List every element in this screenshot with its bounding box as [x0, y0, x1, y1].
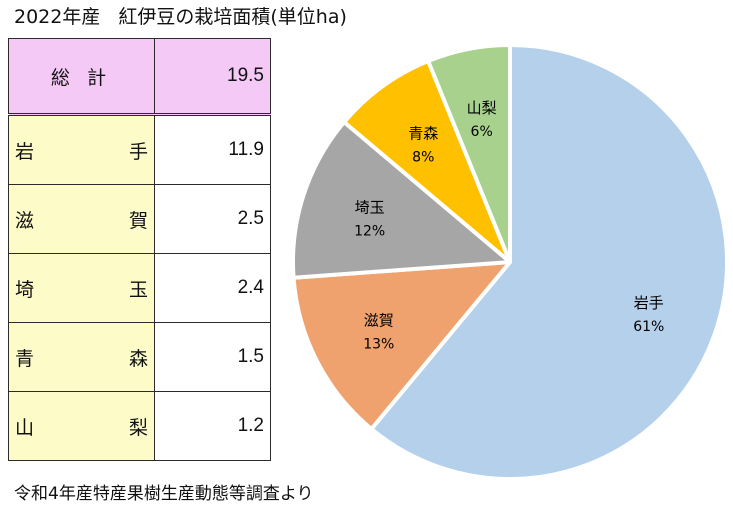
table-row: 岩 手 11.9	[8, 113, 271, 185]
title-year: 2022年産	[14, 6, 101, 28]
pref-value: 2.5	[154, 184, 271, 254]
pref-char: 玉	[128, 279, 148, 301]
slice-percent: 12%	[354, 223, 385, 239]
pref-char: 手	[128, 141, 148, 163]
pref-value: 2.4	[154, 253, 271, 323]
table-row: 埼 玉 2.4	[8, 253, 271, 323]
pref-char: 滋	[15, 210, 35, 232]
pref-char: 山	[15, 417, 35, 439]
slice-label: 岩手	[634, 294, 664, 312]
table-row-total: 総 計 19.5	[8, 38, 271, 115]
slice-label: 滋賀	[364, 312, 394, 330]
pie-slice-1	[369, 43, 729, 481]
slice-percent: 6%	[471, 124, 493, 140]
pref-value: 11.9	[154, 113, 271, 185]
pie-slice-4	[342, 59, 512, 264]
area-table: 総 計 19.5 岩手 11.9 滋賀 2.5 埼玉 2.4 青森 1.5 山梨…	[8, 38, 271, 461]
pref-char: 青	[15, 348, 35, 370]
pref-char: 梨	[128, 417, 148, 439]
total-label: 総 計	[8, 38, 155, 115]
pie-slice-3	[291, 120, 512, 280]
pref-char: 賀	[128, 210, 148, 232]
pie-slice-5	[426, 43, 512, 264]
chart-title: 2022年産 紅伊豆の栽培面積(単位ha)	[14, 4, 347, 30]
pref-value: 1.2	[154, 391, 271, 461]
slice-percent: 8%	[412, 150, 434, 166]
slice-label: 埼玉	[355, 198, 385, 216]
total-value: 19.5	[154, 38, 271, 115]
pie-slice-2	[291, 260, 512, 431]
source-note: 令和4年産特産果樹生産動態等調査より	[14, 484, 314, 504]
slice-label: 山梨	[467, 99, 497, 117]
slice-label: 青森	[408, 125, 438, 143]
table-row: 山 梨 1.2	[8, 391, 271, 461]
title-main: 紅伊豆の栽培面積(単位ha)	[118, 6, 347, 28]
slice-percent: 13%	[363, 337, 394, 353]
pref-char: 埼	[15, 279, 35, 301]
pref-char: 岩	[15, 141, 35, 163]
slice-percent: 61%	[633, 319, 664, 335]
pref-char: 森	[128, 348, 148, 370]
